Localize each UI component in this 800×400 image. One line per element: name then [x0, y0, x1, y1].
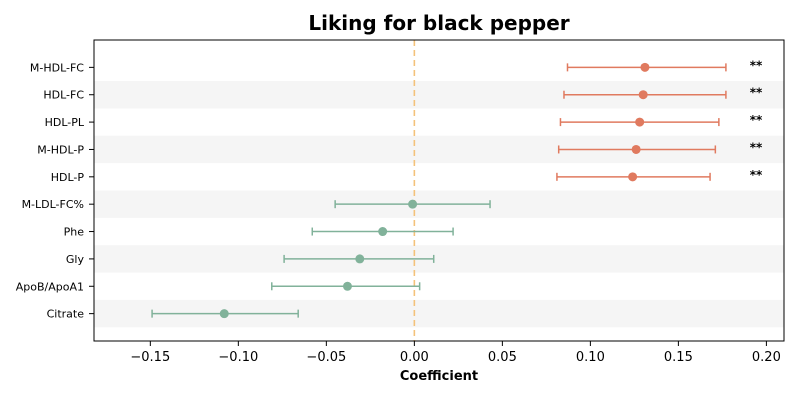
y-category-label: Gly [66, 253, 85, 266]
x-tick-label: 0.20 [752, 350, 781, 365]
significance-marker: ** [750, 113, 763, 127]
row-stripe [94, 245, 784, 273]
x-tick-label: −0.05 [306, 350, 346, 365]
point-estimate [635, 117, 645, 127]
x-axis-label: Coefficient [400, 369, 478, 384]
estimate-row: ** [557, 140, 763, 154]
significance-marker: ** [750, 86, 763, 100]
y-category-label: HDL-FC [43, 89, 84, 102]
significance-marker: ** [750, 140, 763, 154]
point-estimate [219, 309, 229, 319]
y-category-label: M-HDL-FC [30, 61, 84, 74]
x-tick-label: −0.15 [130, 350, 170, 365]
estimate-row: ** [566, 58, 763, 72]
x-tick-label: 0.15 [664, 350, 693, 365]
y-category-label: HDL-PL [45, 116, 85, 129]
point-estimate [638, 90, 648, 100]
significance-marker: ** [750, 168, 763, 182]
estimate-row: ** [559, 113, 763, 127]
significance-marker: ** [750, 58, 763, 72]
x-tick-label: 0.00 [400, 350, 429, 365]
point-estimate [378, 227, 388, 237]
estimate-row [151, 309, 299, 319]
point-estimate [631, 144, 641, 154]
estimate-row [334, 199, 491, 209]
y-category-label: Citrate [47, 308, 85, 321]
x-tick-label: 0.10 [576, 350, 605, 365]
estimate-row [283, 254, 435, 264]
chart-title: Liking for black pepper [308, 11, 569, 35]
y-category-label: HDL-P [51, 171, 85, 184]
estimate-row [311, 227, 454, 237]
y-axis-categories: M-HDL-FC HDL-FC HDL-PL M-HDL-P HDL-P M-LDL-FC… [16, 61, 94, 321]
point-estimate [408, 199, 418, 209]
axes-frame [93, 39, 785, 342]
point-estimate [342, 281, 352, 291]
point-estimates: ** ** ** ** ** [151, 58, 763, 319]
x-tick-label: 0.05 [488, 350, 517, 365]
x-tick-label: −0.10 [218, 350, 258, 365]
estimate-row: ** [556, 168, 763, 182]
estimate-row [271, 281, 421, 291]
x-axis-ticks: −0.15 −0.10 −0.05 0.00 0.05 0.10 0.15 0.20 [130, 341, 781, 365]
point-estimate [640, 62, 650, 72]
y-category-label: Phe [64, 226, 85, 239]
y-category-label: M-LDL-FC% [22, 198, 84, 211]
point-estimate [628, 172, 638, 182]
point-estimate [355, 254, 365, 264]
estimate-row: ** [563, 86, 763, 100]
y-category-label: M-HDL-P [37, 143, 84, 156]
y-category-label: ApoB/ApoA1 [16, 280, 84, 293]
